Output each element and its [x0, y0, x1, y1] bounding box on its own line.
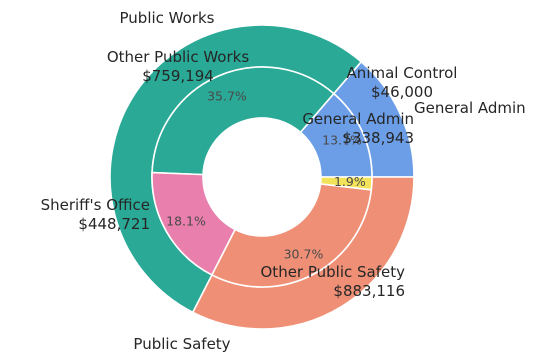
percent-label-animal-control: 1.9% — [334, 174, 366, 189]
inner-label-sheriff-s-office: Sheriff's Office $448,721 — [41, 196, 150, 233]
outer-label-general-admin: General Admin — [414, 99, 526, 117]
percent-labels: 13.7% 35.7% 18.1% 30.7% 1.9% — [166, 88, 366, 261]
inner-ring — [151, 66, 373, 288]
inner-label-other-public-works: Other Public Works $759,194 — [107, 48, 250, 85]
percent-label-general-admin: 13.7% — [322, 132, 362, 147]
slice-labels: General Admin Public Safety Public Works Ge… — [41, 9, 526, 353]
outer-label-public-works: Public Works — [120, 9, 215, 27]
inner-slice-other-public-safety — [151, 66, 335, 176]
percent-label-sheriff-s-office: 18.1% — [166, 213, 206, 228]
outer-label-public-safety: Public Safety — [133, 335, 230, 353]
inner-label-animal-control: Animal Control $46,000 — [347, 64, 458, 101]
percent-label-other-public-safety: 35.7% — [207, 88, 247, 103]
inner-slice-animal-control — [319, 176, 373, 191]
percent-label-other-public-works: 30.7% — [284, 247, 324, 262]
inner-label-general-admin: General Admin $338,943 — [302, 110, 414, 147]
inner-slice-other-public-works — [210, 182, 373, 288]
inner-label-other-public-safety: Other Public Safety $883,116 — [261, 263, 406, 300]
